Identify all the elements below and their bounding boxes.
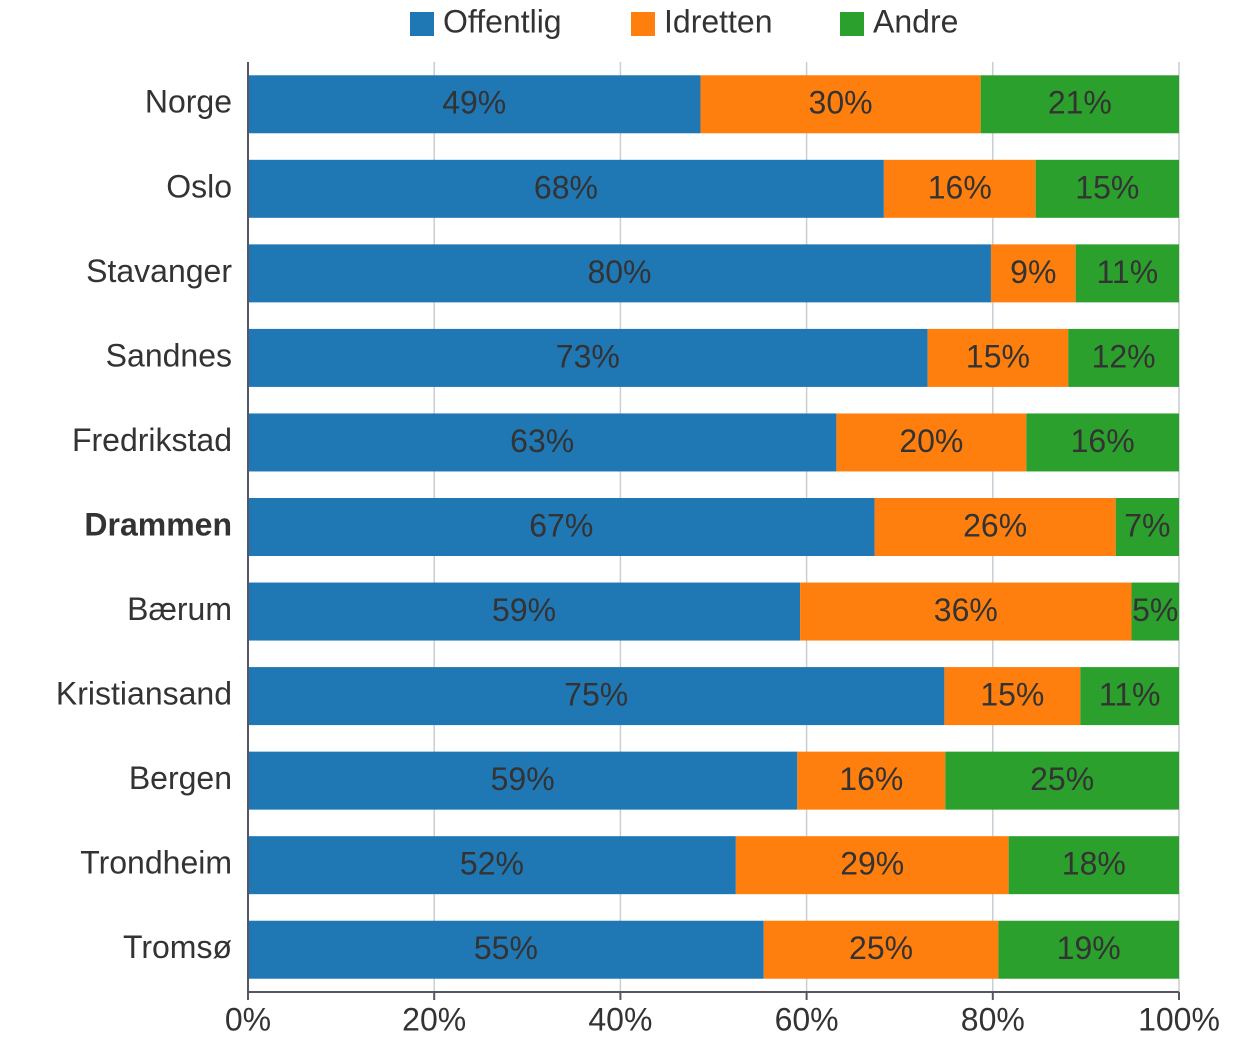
value-label: 11%	[1096, 254, 1158, 290]
y-tick-label: Tromsø	[123, 929, 232, 965]
value-label: 9%	[1010, 254, 1056, 290]
bar-segment	[927, 328, 1069, 387]
legend-swatch	[840, 12, 864, 36]
y-tick-label: Oslo	[166, 168, 232, 204]
y-tick-label: Bergen	[129, 760, 232, 796]
legend-label: Idretten	[664, 3, 773, 39]
value-label: 52%	[460, 846, 524, 882]
x-tick-label: 80%	[961, 1001, 1025, 1037]
value-label: 49%	[442, 85, 506, 121]
value-label: 15%	[966, 338, 1030, 374]
value-label: 30%	[809, 85, 873, 121]
bar-segment	[883, 159, 1036, 218]
value-label: 18%	[1062, 846, 1126, 882]
legend-swatch	[410, 12, 434, 36]
bar-segment	[248, 244, 991, 303]
legend-swatch	[631, 12, 655, 36]
value-label: 15%	[980, 677, 1044, 713]
bar-segment	[248, 328, 928, 387]
bar-segment	[1131, 582, 1179, 641]
value-label: 36%	[934, 592, 998, 628]
value-label: 67%	[529, 507, 593, 543]
bar-segment	[1075, 244, 1179, 303]
value-label: 19%	[1057, 930, 1121, 966]
value-label: 63%	[510, 423, 574, 459]
bar-segment	[797, 751, 946, 810]
value-label: 16%	[839, 761, 903, 797]
bar-segment	[248, 751, 798, 810]
value-label: 25%	[849, 930, 913, 966]
legend-label: Andre	[873, 3, 958, 39]
bar-segment	[836, 413, 1027, 472]
x-tick-label: 100%	[1138, 1001, 1220, 1037]
bar-segment	[874, 498, 1116, 556]
value-label: 26%	[963, 507, 1027, 543]
bar-segment	[763, 920, 999, 979]
value-label: 68%	[534, 169, 598, 205]
value-label: 11%	[1099, 677, 1161, 713]
y-tick-label: Stavanger	[86, 253, 232, 289]
y-tick-label: Sandnes	[106, 337, 232, 373]
bar-segment	[990, 244, 1076, 303]
x-tick-label: 20%	[402, 1001, 466, 1037]
value-label: 59%	[492, 592, 556, 628]
y-tick-label: Kristiansand	[56, 676, 232, 712]
bar-segment	[248, 667, 945, 726]
bar-segment	[248, 413, 837, 472]
value-label: 75%	[564, 677, 628, 713]
bar-segment	[700, 75, 981, 134]
y-tick-label: Bærum	[127, 591, 232, 627]
bar-segment	[1035, 159, 1179, 218]
bar-segment	[1068, 328, 1179, 387]
bar-segment	[944, 667, 1081, 726]
bar-segment	[800, 582, 1132, 641]
value-label: 15%	[1075, 169, 1139, 205]
bar-segment	[1008, 836, 1179, 895]
value-label: 20%	[899, 423, 963, 459]
bar-segment	[248, 920, 764, 979]
value-label: 21%	[1048, 85, 1112, 121]
value-label: 73%	[556, 338, 620, 374]
value-label: 80%	[587, 254, 651, 290]
value-label: 5%	[1132, 592, 1178, 628]
bar-segment	[998, 920, 1179, 979]
value-label: 55%	[474, 930, 538, 966]
value-label: 29%	[840, 846, 904, 882]
value-label: 7%	[1124, 507, 1170, 543]
y-tick-label: Fredrikstad	[72, 422, 232, 458]
value-label: 25%	[1030, 761, 1094, 797]
bar-segment	[248, 159, 884, 218]
bar-segment	[248, 75, 701, 134]
value-label: 59%	[491, 761, 555, 797]
bar-segment	[735, 836, 1009, 895]
bar-segment	[1080, 667, 1179, 726]
value-label: 12%	[1092, 338, 1156, 374]
bar-segment	[248, 498, 875, 556]
legend-label: Offentlig	[443, 3, 562, 39]
x-tick-label: 0%	[225, 1001, 271, 1037]
y-tick-label: Trondheim	[80, 845, 232, 881]
bar-segment	[945, 751, 1179, 810]
value-label: 16%	[1071, 423, 1135, 459]
y-tick-label: Drammen	[84, 506, 232, 542]
bar-segment	[248, 582, 801, 641]
bar-segment	[1026, 413, 1179, 472]
y-tick-label: Norge	[145, 84, 232, 120]
bar-segment	[248, 836, 736, 895]
value-label: 16%	[928, 169, 992, 205]
x-tick-label: 40%	[588, 1001, 652, 1037]
bar-segment	[980, 75, 1179, 134]
x-tick-label: 60%	[775, 1001, 839, 1037]
bar-segment	[1115, 498, 1179, 556]
